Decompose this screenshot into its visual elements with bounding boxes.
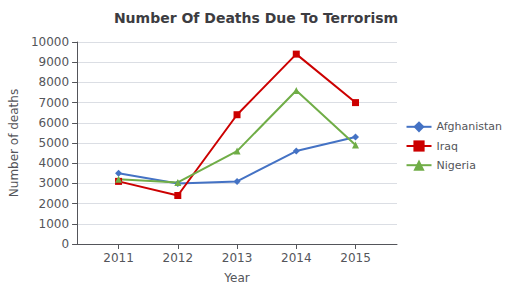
svg-text:4000: 4000 <box>39 156 70 170</box>
svg-text:2013: 2013 <box>222 251 253 265</box>
svg-text:10000: 10000 <box>31 35 69 49</box>
svg-text:2000: 2000 <box>39 197 70 211</box>
svg-text:8000: 8000 <box>39 75 70 89</box>
svg-text:2012: 2012 <box>163 251 194 265</box>
svg-text:2011: 2011 <box>103 251 134 265</box>
svg-text:Afghanistan: Afghanistan <box>437 120 503 133</box>
svg-text:Nigeria: Nigeria <box>437 159 476 172</box>
svg-text:2014: 2014 <box>281 251 312 265</box>
svg-text:6000: 6000 <box>39 116 70 130</box>
svg-text:Number Of Deaths Due To Terror: Number Of Deaths Due To Terrorism <box>114 10 398 26</box>
svg-text:5000: 5000 <box>39 136 70 150</box>
svg-text:1000: 1000 <box>39 217 70 231</box>
svg-text:Iraq: Iraq <box>437 140 459 153</box>
svg-text:0: 0 <box>61 237 69 251</box>
svg-text:9000: 9000 <box>39 55 70 69</box>
svg-text:Year: Year <box>223 271 249 285</box>
svg-text:7000: 7000 <box>39 96 70 110</box>
svg-text:Number of deaths: Number of deaths <box>7 89 21 197</box>
svg-text:2015: 2015 <box>340 251 371 265</box>
svg-text:3000: 3000 <box>39 176 70 190</box>
